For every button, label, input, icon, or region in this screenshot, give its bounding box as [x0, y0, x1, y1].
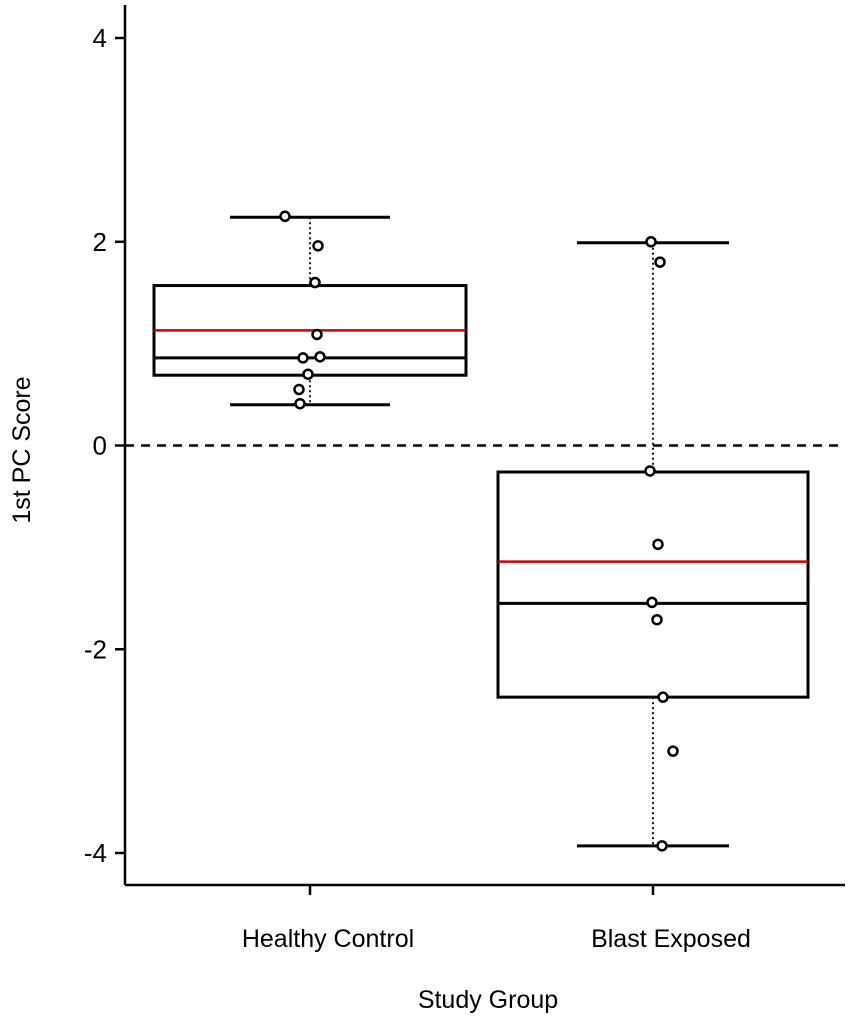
y-tick-label: -4: [84, 838, 107, 868]
x-tick-label: Healthy Control: [242, 925, 414, 953]
axes: 4 2 0 -2 -4 Healthy Control Blast Exposed: [84, 5, 845, 953]
data-point: [297, 352, 309, 364]
data-point: [314, 351, 326, 363]
data-point: [644, 465, 656, 477]
data-point: [311, 328, 323, 341]
data-point: [654, 256, 666, 268]
data-point: [656, 840, 668, 852]
data-point: [302, 368, 314, 380]
iqr-box: [496, 470, 810, 699]
y-axis-title: 1st PC Score: [8, 376, 36, 523]
y-tick-label: 0: [93, 431, 107, 461]
data-point: [294, 397, 306, 410]
data-point: [309, 276, 321, 289]
group-healthy-control: [152, 210, 468, 410]
x-ticks: Healthy Control Blast Exposed: [242, 885, 751, 953]
y-ticks: 4 2 0 -2 -4: [84, 23, 125, 868]
data-point: [645, 236, 657, 248]
data-point: [312, 240, 324, 252]
data-point: [667, 745, 679, 757]
x-axis-title: Study Group: [418, 986, 558, 1014]
group-blast-exposed: [496, 236, 810, 852]
y-tick-label: 2: [93, 227, 107, 257]
data-point: [652, 538, 664, 551]
data-point: [293, 383, 305, 396]
data-point: [279, 210, 291, 223]
y-tick-label: 4: [93, 23, 107, 53]
data-point: [651, 613, 663, 626]
y-tick-label: -2: [84, 634, 107, 664]
x-tick-label: Blast Exposed: [591, 925, 751, 953]
data-point: [657, 691, 669, 703]
plot-area: [152, 210, 810, 852]
data-point: [646, 596, 658, 609]
